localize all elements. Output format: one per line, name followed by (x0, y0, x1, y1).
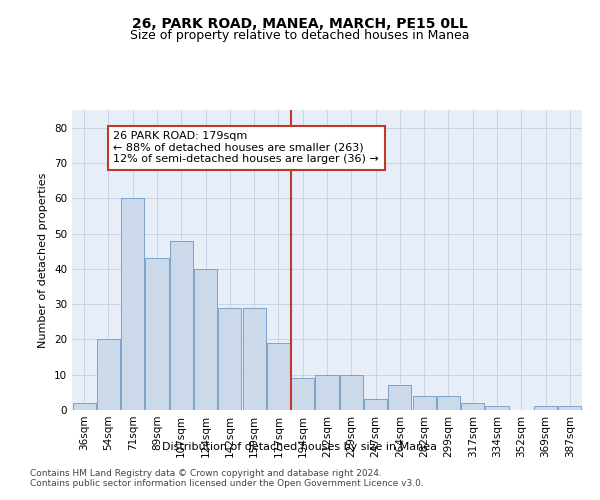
Bar (534, 406, 557, 410)
Bar (413, 396, 436, 410)
Text: Size of property relative to detached houses in Manea: Size of property relative to detached ho… (130, 29, 470, 42)
Bar (145, 258, 169, 410)
Bar (218, 308, 241, 410)
Bar (437, 396, 460, 410)
Bar (461, 403, 484, 410)
Bar (291, 378, 314, 410)
Text: Contains public sector information licensed under the Open Government Licence v3: Contains public sector information licen… (30, 478, 424, 488)
Text: 26 PARK ROAD: 179sqm
← 88% of detached houses are smaller (263)
12% of semi-deta: 26 PARK ROAD: 179sqm ← 88% of detached h… (113, 131, 379, 164)
Bar (388, 386, 412, 410)
Bar (485, 406, 509, 410)
Text: Contains HM Land Registry data © Crown copyright and database right 2024.: Contains HM Land Registry data © Crown c… (30, 468, 382, 477)
Bar (559, 406, 581, 410)
Text: Distribution of detached houses by size in Manea: Distribution of detached houses by size … (163, 442, 437, 452)
Bar (340, 374, 363, 410)
Bar (170, 240, 193, 410)
Bar (194, 269, 217, 410)
Bar (316, 374, 338, 410)
Bar (364, 400, 387, 410)
Bar (242, 308, 266, 410)
Bar (97, 340, 120, 410)
Bar (121, 198, 144, 410)
Text: 26, PARK ROAD, MANEA, MARCH, PE15 0LL: 26, PARK ROAD, MANEA, MARCH, PE15 0LL (132, 18, 468, 32)
Bar (73, 403, 95, 410)
Y-axis label: Number of detached properties: Number of detached properties (38, 172, 49, 348)
Bar (267, 343, 290, 410)
